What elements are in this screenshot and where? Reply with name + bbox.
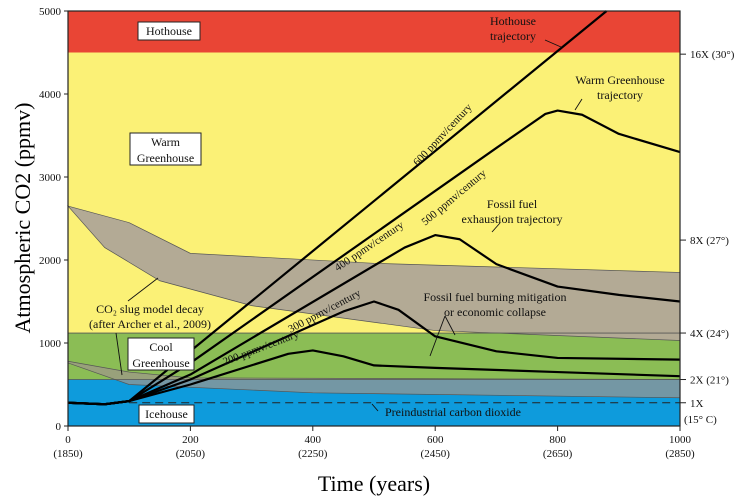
x-tick-year-label: (1850) xyxy=(53,448,83,460)
leader-hothouse xyxy=(544,39,562,48)
y-tick-label: 0 xyxy=(56,421,62,433)
x-tick-year-label: (2050) xyxy=(176,448,206,460)
annotation-preindustrial: Preindustrial carbon dioxide xyxy=(385,405,521,419)
zone-label-hothouse: Hothouse xyxy=(146,24,192,38)
y-axis-title: Atmospheric CO2 (ppmv) xyxy=(10,103,35,334)
right-axis-label-2: (15° C) xyxy=(684,414,717,426)
zone-label-icehouse: Icehouse xyxy=(145,407,188,421)
zone-label-warm-greenhouse-box xyxy=(129,132,202,166)
zone-label-warm-greenhouse: Greenhouse xyxy=(137,151,194,165)
annotation-mitigation: Fossil fuel burning mitigation xyxy=(424,290,567,304)
annotation-fossil-exhaustion: exhaustion trajectory xyxy=(462,212,563,226)
y-tick-label: 1000 xyxy=(39,338,62,350)
right-axis-label: 16X (30°) xyxy=(690,49,735,61)
x-tick-label: 800 xyxy=(549,434,566,446)
annotation-warm-greenhouse-trajectory: Warm Greenhouse xyxy=(575,73,664,87)
x-axis-title: Time (years) xyxy=(318,471,430,496)
annotation-mitigation: or economic collapse xyxy=(444,305,546,319)
x-tick-label: 400 xyxy=(305,434,322,446)
y-tick-label: 3000 xyxy=(39,172,62,184)
right-axis-label: 8X (27°) xyxy=(690,235,729,247)
zone-label-warm-greenhouse: Warm xyxy=(151,135,181,149)
right-axis-label: 2X (21°) xyxy=(690,375,729,387)
x-tick-year-label: (2450) xyxy=(421,448,451,460)
zone-label-icehouse-box xyxy=(138,404,195,424)
zone-label-cool-greenhouse: Cool xyxy=(149,340,173,354)
zone-label-cool-greenhouse-box xyxy=(127,337,195,371)
leader-preindustrial xyxy=(371,403,379,412)
leader-warm xyxy=(574,98,583,111)
y-tick-label: 5000 xyxy=(39,6,62,18)
x-tick-year-label: (2850) xyxy=(665,448,695,460)
zone-label-cool-greenhouse: Greenhouse xyxy=(132,356,189,370)
x-tick-year-label: (2650) xyxy=(543,448,573,460)
x-tick-label: 200 xyxy=(182,434,199,446)
annotation-slug-decay: CO₂ slug model decay xyxy=(96,302,204,316)
series-line-200 xyxy=(67,349,681,406)
y-tick-label: 4000 xyxy=(39,89,62,101)
annotation-hothouse-trajectory: Hothouse xyxy=(490,14,536,28)
annotation-hothouse-trajectory: trajectory xyxy=(490,29,536,43)
x-tick-label: 600 xyxy=(427,434,444,446)
x-tick-label: 1000 xyxy=(669,434,692,446)
zone-label-hothouse-box xyxy=(137,21,201,41)
y-tick-label: 2000 xyxy=(39,255,62,267)
right-axis-label: 4X (24°) xyxy=(690,328,729,340)
right-axis-label: 1X xyxy=(690,398,704,410)
plot-frame xyxy=(67,10,681,427)
annotation-warm-greenhouse-trajectory: trajectory xyxy=(597,88,643,102)
x-tick-year-label: (2250) xyxy=(298,448,328,460)
leader-slug xyxy=(127,277,159,302)
annotation-fossil-exhaustion: Fossil fuel xyxy=(487,197,538,211)
leader-mitigation xyxy=(444,315,456,336)
annotation-slug-decay: (after Archer et al., 2009) xyxy=(89,317,211,331)
leader-fossil xyxy=(491,222,501,233)
leader-slug xyxy=(115,332,123,376)
leader-mitigation xyxy=(429,315,446,357)
x-tick-label: 0 xyxy=(65,434,71,446)
